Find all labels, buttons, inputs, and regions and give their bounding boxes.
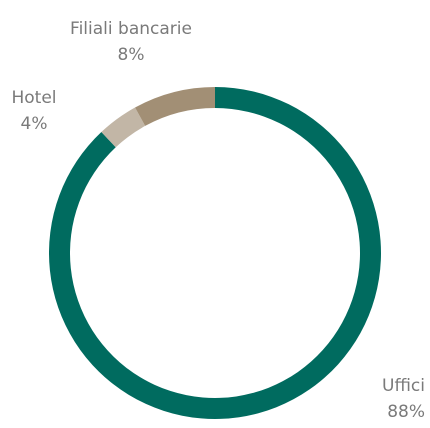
donut-segment [48,87,381,419]
category-label: Filiali bancarie [70,19,192,39]
donut-segment [135,87,215,126]
category-label: Uffici [382,376,425,396]
category-label: Hotel [11,88,56,108]
value-label: 88% [387,402,425,422]
value-label: 4% [21,114,48,134]
donut-segment [101,107,146,148]
value-label: 8% [118,45,145,65]
